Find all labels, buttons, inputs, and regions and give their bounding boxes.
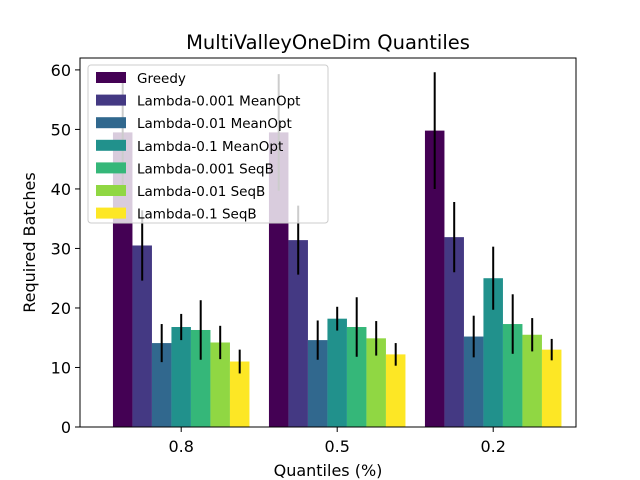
legend-label: Lambda-0.01 SeqB — [137, 184, 265, 200]
chart-title: MultiValleyOneDim Quantiles — [186, 31, 470, 54]
x-axis-label: Quantiles (%) — [274, 461, 383, 480]
bar-lambda-0-01-seqb-0-2 — [522, 334, 542, 427]
y-axis: 0 10 20 30 40 50 60 — [51, 61, 80, 437]
legend-label: Lambda-0.1 SeqB — [137, 207, 257, 223]
y-tick-label: 0 — [61, 418, 71, 437]
x-tick-label: 0.8 — [168, 437, 193, 456]
y-tick-label: 50 — [51, 120, 71, 139]
y-tick-label: 40 — [51, 180, 71, 199]
bar-greedy-0-2 — [424, 130, 445, 428]
legend-label: Lambda-0.1 MeanOpt — [137, 139, 283, 155]
legend-swatch — [96, 162, 126, 174]
legend-swatch — [96, 94, 126, 106]
x-tick-label: 0.5 — [324, 437, 349, 456]
bar-lambda-0-001-seqb-0-2 — [502, 324, 523, 427]
x-tick-label: 0.2 — [480, 437, 505, 456]
bar-lambda-0-1-seqb-0-2 — [541, 349, 562, 427]
bar-lambda-0-001-meanopt-0-2 — [444, 237, 464, 427]
bar-lambda-0-001-meanopt-0-8 — [132, 245, 152, 427]
bar-lambda-0-1-meanopt-0-5 — [327, 318, 347, 427]
legend-label: Lambda-0.001 SeqB — [137, 161, 274, 177]
bar-lambda-0-001-meanopt-0-5 — [288, 240, 308, 427]
y-tick-label: 10 — [51, 358, 71, 377]
bar-lambda-0-001-seqb-0-5 — [346, 327, 367, 427]
bar-lambda-0-01-meanopt-0-5 — [307, 340, 328, 427]
legend-swatch — [96, 207, 126, 219]
y-tick-label: 20 — [51, 299, 71, 318]
bar-lambda-0-1-seqb-0-5 — [385, 354, 406, 427]
legend-swatch — [96, 139, 126, 151]
legend-label: Lambda-0.01 MeanOpt — [137, 116, 292, 132]
y-tick-label: 30 — [51, 239, 71, 258]
legend-label: Lambda-0.001 MeanOpt — [137, 94, 300, 110]
y-tick-label: 60 — [51, 61, 71, 80]
legend-label: Greedy — [137, 71, 186, 87]
bar-lambda-0-01-seqb-0-5 — [366, 338, 386, 427]
legend-swatch — [96, 117, 126, 129]
y-axis-label: Required Batches — [20, 172, 39, 312]
plot-frame — [79, 57, 577, 428]
bar-lambda-0-1-seqb-0-8 — [229, 361, 250, 427]
bar-lambda-0-001-seqb-0-8 — [190, 329, 211, 427]
bar-lambda-0-01-meanopt-0-8 — [151, 343, 172, 427]
x-axis: 0.8 0.5 0.2 — [168, 427, 506, 456]
bar-lambda-0-1-meanopt-0-8 — [171, 327, 191, 427]
legend: Greedy Lambda-0.001 MeanOpt Lambda-0.01 Me… — [87, 64, 329, 224]
bar-lambda-0-01-meanopt-0-2 — [463, 336, 484, 427]
bar-lambda-0-01-seqb-0-8 — [210, 342, 230, 427]
bar-lambda-0-1-meanopt-0-2 — [483, 278, 503, 427]
legend-swatch — [96, 185, 126, 196]
legend-box — [87, 64, 329, 224]
legend-swatch — [96, 72, 126, 83]
